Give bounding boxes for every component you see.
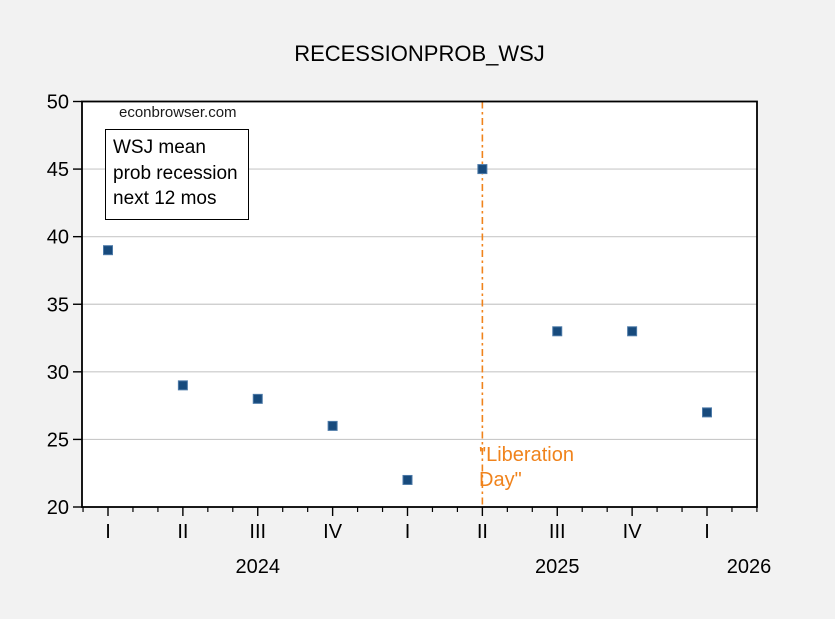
- data-point-2024Q1: [103, 245, 113, 256]
- legend-line-3: next 12 mos: [113, 188, 217, 209]
- x-tick-label: I: [105, 521, 111, 543]
- year-label: 2026: [727, 556, 772, 578]
- y-axis: 20 25 30 35 40 45 50: [47, 92, 82, 519]
- data-point-2026Q1: [702, 407, 712, 418]
- legend-box: WSJ mean prob recession next 12 mos: [105, 129, 249, 220]
- chart-title: RECESSIONPROB_WSJ: [294, 41, 545, 66]
- x-tick-label: II: [477, 521, 488, 543]
- watermark-text: econbrowser.com: [119, 104, 237, 121]
- x-tick-label: IV: [323, 521, 343, 543]
- x-tick-label: III: [549, 521, 566, 543]
- legend-line-1: WSJ mean: [113, 137, 206, 158]
- data-point-2024Q2: [177, 380, 188, 391]
- x-tick-label: I: [405, 521, 411, 543]
- y-tick-label: 45: [47, 159, 69, 181]
- data-point-2025Q1: [402, 474, 413, 485]
- legend-line-2: prob recession: [113, 162, 238, 184]
- data-point-2025Q2: [477, 164, 488, 175]
- x-tick-label: IV: [623, 521, 643, 543]
- y-tick-label: 40: [47, 227, 69, 249]
- y-tick-label: 30: [47, 362, 69, 384]
- data-point-2025Q3: [552, 326, 563, 337]
- y-tick-label: 35: [47, 294, 69, 316]
- year-label: 2024: [236, 556, 281, 578]
- data-points: [103, 164, 712, 485]
- annotation-line-1: "Liberation: [479, 444, 574, 466]
- data-point-2025Q4: [627, 326, 638, 337]
- liberation-day-annotation: "Liberation Day": [479, 443, 574, 493]
- data-point-2024Q3: [252, 393, 263, 404]
- x-tick-label: I: [704, 521, 710, 543]
- x-tick-label: III: [249, 521, 266, 543]
- y-tick-label: 25: [47, 429, 69, 451]
- y-tick-label: 20: [47, 497, 69, 519]
- annotation-line-2: Day": [479, 469, 522, 491]
- y-tick-label: 50: [47, 92, 69, 114]
- year-label: 2025: [535, 556, 580, 578]
- data-point-2024Q4: [327, 420, 338, 431]
- x-tick-label: II: [177, 521, 188, 543]
